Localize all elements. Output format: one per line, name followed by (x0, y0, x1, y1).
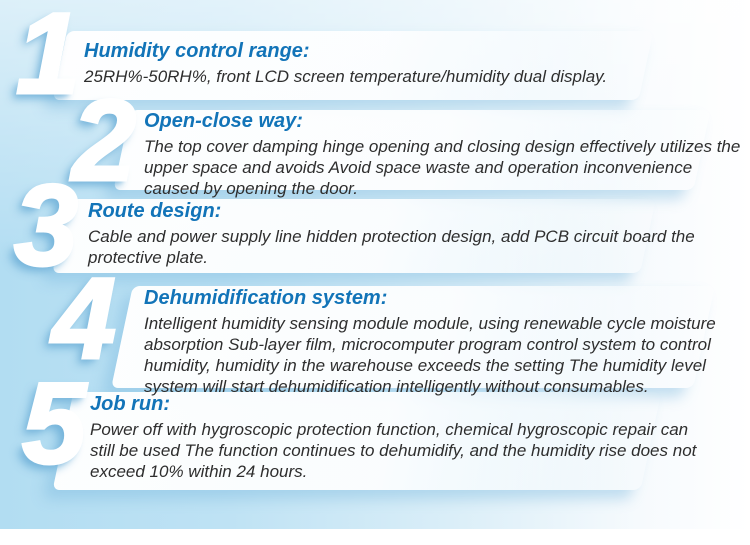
step-2-body-line: caused by opening the door. (144, 179, 358, 199)
step-5-number: 5 (21, 360, 88, 488)
step-3-text: Route design: Cable and power supply lin… (88, 200, 695, 268)
step-2-number: 2 (71, 77, 138, 205)
step-1-text: Humidity control range: 25RH%-50RH%, fro… (84, 40, 607, 87)
step-4-title: Dehumidification system: (144, 287, 388, 309)
step-3-title: Route design: (88, 200, 222, 222)
step-4-text: Dehumidification system: Intelligent hum… (144, 287, 716, 397)
step-4-body-line: humidity, humidity in the warehouse exce… (144, 356, 706, 376)
step-5-text: Job run: Power off with hygroscopic prot… (90, 393, 696, 482)
step-5-body-line: exceed 10% within 24 hours. (90, 462, 308, 482)
step-4-body-line: absorption Sub-layer film, microcomputer… (144, 335, 711, 355)
step-4-body-line: system will start dehumidification intel… (144, 377, 649, 397)
step-2-text: Open-close way: The top cover damping hi… (144, 110, 740, 199)
bottom-white-strip (0, 529, 750, 545)
step-5-title: Job run: (90, 393, 170, 415)
step-4-body-line: Intelligent humidity sensing module modu… (144, 314, 716, 333)
step-5-body-line: Power off with hygroscopic protection fu… (90, 420, 689, 439)
step-4-number: 4 (51, 255, 118, 383)
step-1-number: 1 (15, 0, 82, 118)
step-5-body-line: still be used The function continues to … (90, 441, 697, 461)
step-2-body-line: The top cover damping hinge opening and … (144, 137, 741, 156)
step-3-number: 3 (13, 162, 80, 290)
step-3-body-line: protective plate. (88, 248, 209, 268)
step-2-body-line: upper space and avoids Avoid space waste… (144, 158, 693, 178)
step-1-title: Humidity control range: (84, 40, 310, 62)
step-2-title: Open-close way: (144, 110, 303, 132)
step-1-body-line: 25RH%-50RH%, front LCD screen temperatur… (84, 67, 608, 86)
step-3-body-line: Cable and power supply line hidden prote… (88, 227, 695, 246)
